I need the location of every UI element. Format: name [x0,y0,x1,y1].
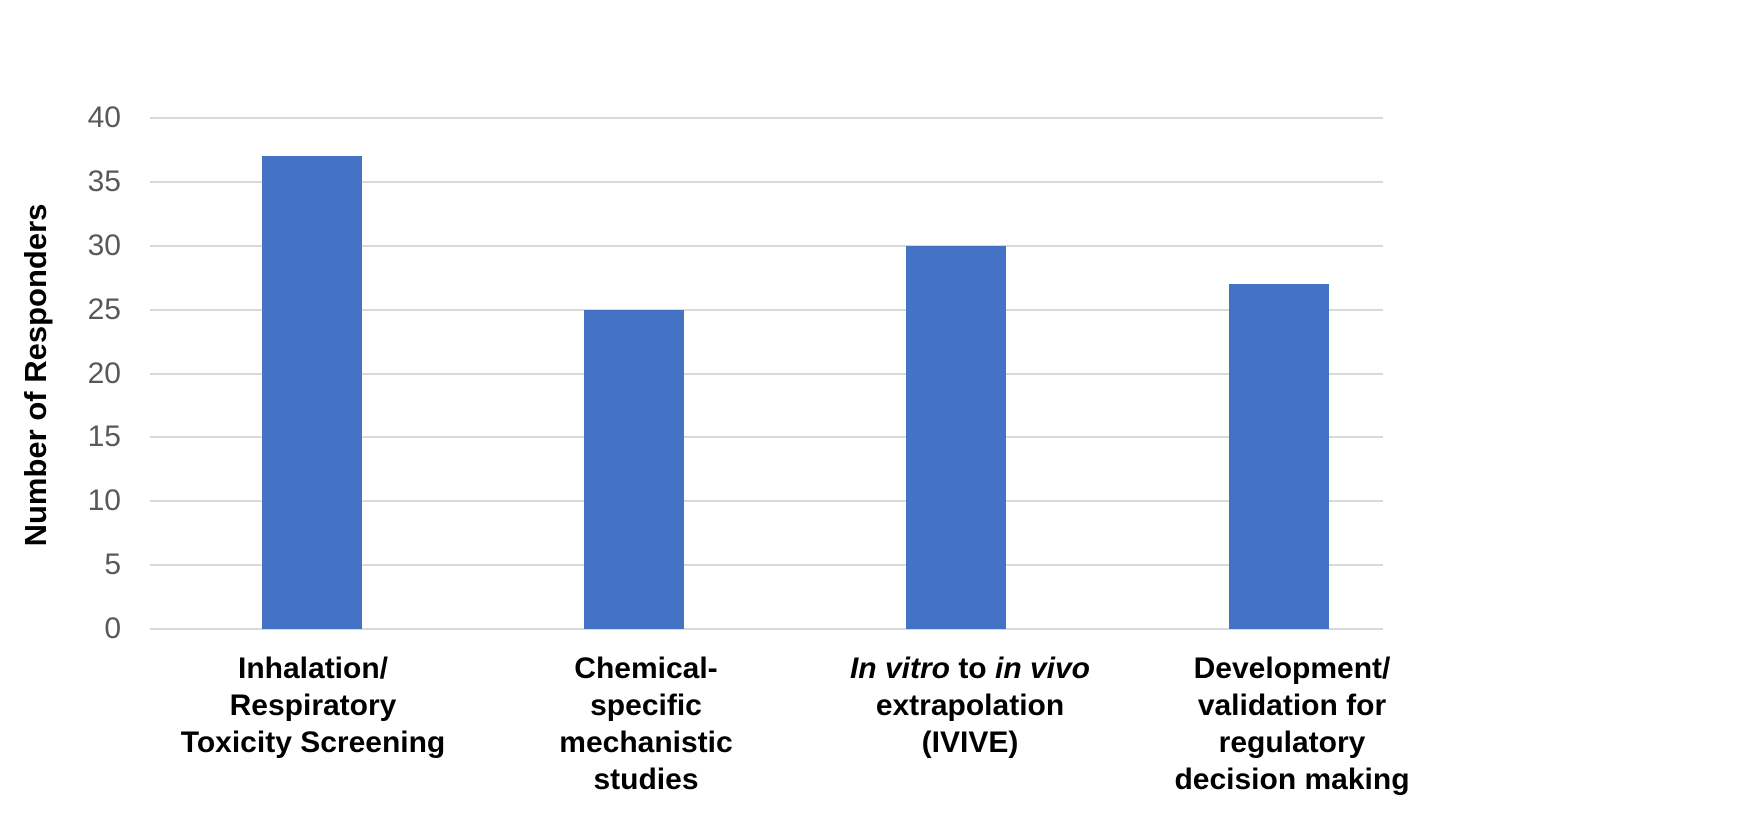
bar-3 [906,245,1006,629]
gridline [150,244,1383,247]
category-label-3: In vitro to in vivo extrapolation (IVIVE) [849,652,1091,759]
gridline [150,500,1383,503]
gridline [150,308,1383,311]
gridline [150,117,1383,119]
x-axis-line [150,628,1383,630]
gridline [150,372,1383,375]
y-axis-tick-label: 5 [104,548,121,582]
y-axis-tick-label: 20 [87,356,121,390]
y-axis-tick-label: 15 [87,420,121,454]
bar-2 [583,309,684,629]
gridline [150,180,1383,183]
y-axis-tick-label: 10 [87,484,121,518]
category-label-2: Chemical-specific mechanistic studies [559,652,733,796]
bar-4 [1228,284,1329,629]
category-label-4: Development/validation for regulatory deci… [1174,652,1410,796]
y-axis-tick-label: 40 [87,101,121,134]
gridline [150,436,1383,439]
y-axis-tick-label: 0 [104,612,121,645]
y-axis-tick-label: 30 [87,228,121,262]
y-axis-tick-label: 25 [87,292,121,326]
category-label-1: Inhalation/Respiratory Toxicity Screening [180,652,446,759]
gridline [150,564,1383,567]
y-axis-tick-label: 35 [87,164,121,198]
bar-1 [261,156,362,629]
